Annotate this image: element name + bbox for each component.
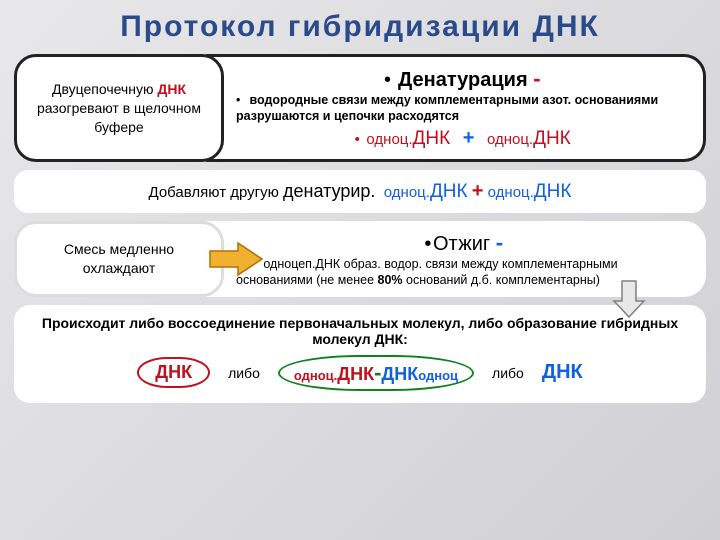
conclusion-line1: Происходит либо воссоединение первоначал…	[32, 315, 688, 347]
step2-row: Смесь медленно охлаждают •Отжиг - • одно…	[14, 221, 706, 296]
mid-bar: Добавляют другую денатурир. одноц.ДНК + …	[14, 170, 706, 213]
mid-dnk2: ДНК	[534, 181, 572, 202]
libo1: либо	[228, 365, 260, 381]
step2-head: Отжиг	[433, 233, 496, 255]
step1-left-post: разогревают в щелочном буфере	[37, 100, 201, 135]
step2-left: Смесь медленно охлаждают	[14, 221, 224, 296]
step1-ss1: одноц.	[366, 131, 412, 148]
mid-dnk2: ДНК	[381, 364, 418, 384]
step1-left-dnk: ДНК	[157, 81, 186, 97]
dnk-right: ДНК	[542, 361, 583, 384]
step1-dash: -	[533, 66, 540, 91]
libo2: либо	[492, 365, 524, 381]
mid-dnk1: ДНК	[337, 364, 374, 384]
mid-plus: +	[472, 180, 484, 202]
mid-ss1: одноц.	[384, 184, 430, 201]
step2-dash: -	[496, 230, 503, 255]
mid-den: денатурир.	[283, 181, 375, 201]
step1-left-pre: Двуцепочечную	[52, 81, 157, 97]
slide-title: Протокол гибридизации ДНК	[0, 0, 720, 50]
step2-pct: 80%	[378, 273, 403, 287]
conclusion-line2: ДНК либо одноц.ДНК-ДНКодноц либо ДНК	[32, 355, 688, 391]
step1-right: • Денатурация - • водородные связи между…	[206, 54, 706, 162]
hybrid-oval: одноц.ДНК-ДНКодноц	[278, 355, 474, 391]
step1-plus: +	[463, 127, 475, 149]
step1-dnk2: ДНК	[533, 128, 571, 149]
step1-dnk1: ДНК	[413, 128, 451, 149]
mid-ss2: одноц.	[488, 184, 534, 201]
step1-head: Денатурация	[398, 69, 533, 91]
step1-row: Двуцепочечную ДНК разогревают в щелочном…	[14, 54, 706, 162]
mid-ss2: одноц	[418, 368, 458, 383]
mid-ss: одноц.	[294, 368, 337, 383]
dnk-left: ДНК	[155, 362, 192, 382]
step2-left-text: Смесь медленно охлаждают	[29, 240, 209, 278]
step1-ss2: одноц.	[487, 131, 533, 148]
mid-dnk1: ДНК	[430, 181, 468, 202]
arrow-down-icon	[612, 279, 646, 319]
step1-left: Двуцепочечную ДНК разогревают в щелочном…	[14, 54, 224, 162]
step2-body-post: оснований д.б. комплементарны)	[403, 273, 600, 287]
conclusion-box: Происходит либо воссоединение первоначал…	[14, 305, 706, 403]
step1-body: водородные связи между комплементарными …	[236, 93, 658, 123]
dnk-oval-left: ДНК	[137, 357, 210, 388]
arrow-right-icon	[208, 241, 264, 277]
mid-pre: Добавляют другую	[149, 184, 284, 201]
